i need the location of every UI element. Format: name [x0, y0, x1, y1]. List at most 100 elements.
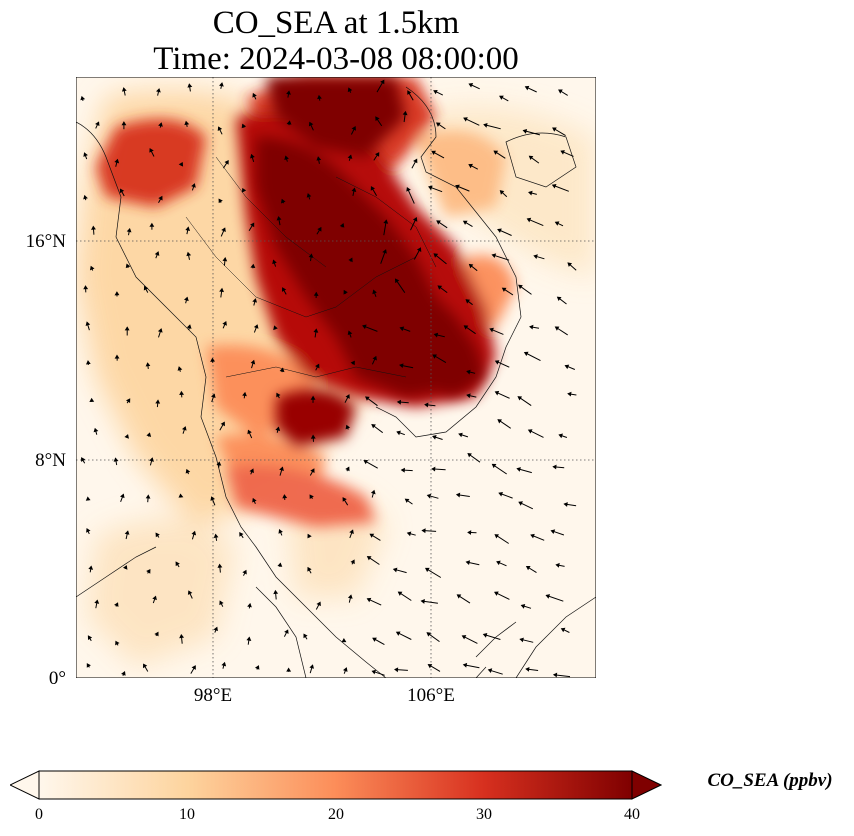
wind-arrowhead: [121, 671, 126, 676]
wind-arrowhead: [315, 363, 320, 369]
lon-label-98e: 98°E: [193, 685, 233, 706]
wind-arrowhead: [465, 299, 471, 304]
wind-arrowhead: [253, 324, 259, 329]
wind-arrowhead: [121, 87, 127, 92]
wind-arrowhead: [345, 394, 350, 399]
wind-arrowhead: [489, 327, 494, 333]
wind-arrowhead: [152, 595, 157, 601]
wind-arrowhead: [310, 395, 316, 400]
wind-arrowhead: [528, 155, 534, 161]
wind-arrowhead: [276, 216, 282, 221]
wind-arrowhead: [494, 591, 499, 596]
wind-arrowhead: [191, 183, 196, 188]
wind-arrowhead: [523, 351, 529, 357]
wind-arrowhead: [436, 122, 441, 127]
wind-arrowhead: [308, 121, 314, 127]
wind-arrowhead: [122, 565, 128, 570]
wind-arrowhead: [520, 604, 526, 609]
wind-arrowhead: [432, 354, 437, 359]
wind-arrowhead: [187, 590, 193, 595]
wind-arrowhead: [272, 259, 277, 265]
wind-arrowhead: [149, 457, 154, 462]
wind-arrowhead: [85, 496, 91, 501]
wind-arrowhead: [178, 493, 184, 498]
wind-arrowhead: [250, 153, 255, 159]
wind-arrowhead: [494, 360, 500, 365]
wind-arrowhead: [241, 123, 247, 129]
wind-arrowhead: [463, 325, 469, 330]
wind-arrowhead: [284, 155, 289, 161]
wind-arrowhead: [552, 127, 557, 132]
wind-arrowhead: [518, 501, 523, 506]
wind-arrowhead: [467, 530, 472, 535]
wind-arrowhead: [91, 225, 96, 230]
wind-arrowhead: [372, 289, 377, 295]
wind-arrowhead: [93, 427, 99, 433]
wind-arrowhead: [517, 396, 523, 401]
wind-arrowhead: [347, 87, 353, 93]
wind-arrowhead: [222, 321, 227, 326]
wind-arrowhead: [217, 563, 223, 568]
wind-arrowhead: [554, 221, 560, 226]
wind-arrowhead: [383, 219, 389, 224]
wind-arrowhead: [221, 227, 226, 233]
wind-arrowhead: [179, 633, 185, 639]
wind-arrowhead: [85, 321, 91, 326]
wind-arrowhead: [366, 597, 372, 603]
wind-arrowhead: [396, 399, 402, 405]
wind-arrowhead: [273, 589, 279, 595]
wind-arrowhead: [431, 466, 436, 472]
wind-arrowhead: [345, 424, 351, 430]
wind-arrowhead: [177, 366, 183, 371]
wind-arrowhead: [424, 567, 430, 573]
wind-arrowhead: [487, 668, 493, 673]
wind-arrowhead: [115, 640, 120, 646]
wind-arrowhead: [406, 531, 412, 537]
wind-arrowhead: [491, 463, 497, 469]
lat-label-16n: 16°N: [25, 231, 66, 252]
wind-arrowhead: [347, 154, 353, 159]
wind-arrowhead: [282, 494, 288, 499]
colorbar-tick: 10: [179, 806, 195, 823]
wind-arrowhead: [86, 528, 91, 533]
wind-arrowhead: [286, 90, 291, 95]
wind-arrowhead: [317, 94, 322, 100]
wind-arrowhead: [310, 468, 315, 473]
wind-arrowhead: [374, 152, 380, 157]
wind-arrowhead: [524, 85, 530, 91]
wind-arrowhead: [83, 285, 89, 290]
wind-arrowhead: [155, 399, 161, 404]
wind-arrowhead: [142, 663, 148, 669]
wind-arrowhead: [83, 194, 88, 200]
wind-arrowhead: [191, 665, 196, 670]
wind-arrowhead: [494, 390, 500, 396]
wind-arrowhead: [113, 457, 119, 462]
wind-arrowhead: [286, 120, 292, 125]
wind-arrowhead: [242, 391, 247, 397]
wind-arrowhead: [564, 364, 570, 370]
wind-arrowhead: [276, 392, 281, 398]
wind-arrowhead: [533, 254, 538, 259]
wind-arrowhead: [114, 602, 119, 607]
wind-arrowhead: [525, 566, 531, 571]
wind-arrowhead: [252, 92, 257, 98]
wind-arrowhead: [210, 393, 216, 399]
wind-arrowhead: [273, 325, 278, 331]
wind-arrowhead: [221, 661, 227, 667]
wind-arrowhead: [249, 468, 254, 474]
wind-arrowhead: [143, 285, 149, 291]
colorbar-tick: 20: [328, 806, 344, 823]
wind-arrowhead: [224, 159, 229, 165]
wind-arrowhead: [186, 251, 192, 257]
wind-arrowhead: [220, 421, 225, 427]
wind-arrowhead: [433, 332, 439, 338]
wind-vectors: [80, 79, 577, 678]
wind-arrowhead: [428, 185, 433, 191]
wind-arrowhead: [493, 150, 499, 155]
wind-arrowhead: [306, 193, 312, 198]
wind-arrowhead: [560, 150, 565, 155]
wind-arrowhead: [394, 667, 399, 673]
colorbar-tick: 30: [476, 806, 492, 823]
wind-arrowhead: [395, 631, 401, 636]
wind-arrowhead: [413, 158, 418, 164]
